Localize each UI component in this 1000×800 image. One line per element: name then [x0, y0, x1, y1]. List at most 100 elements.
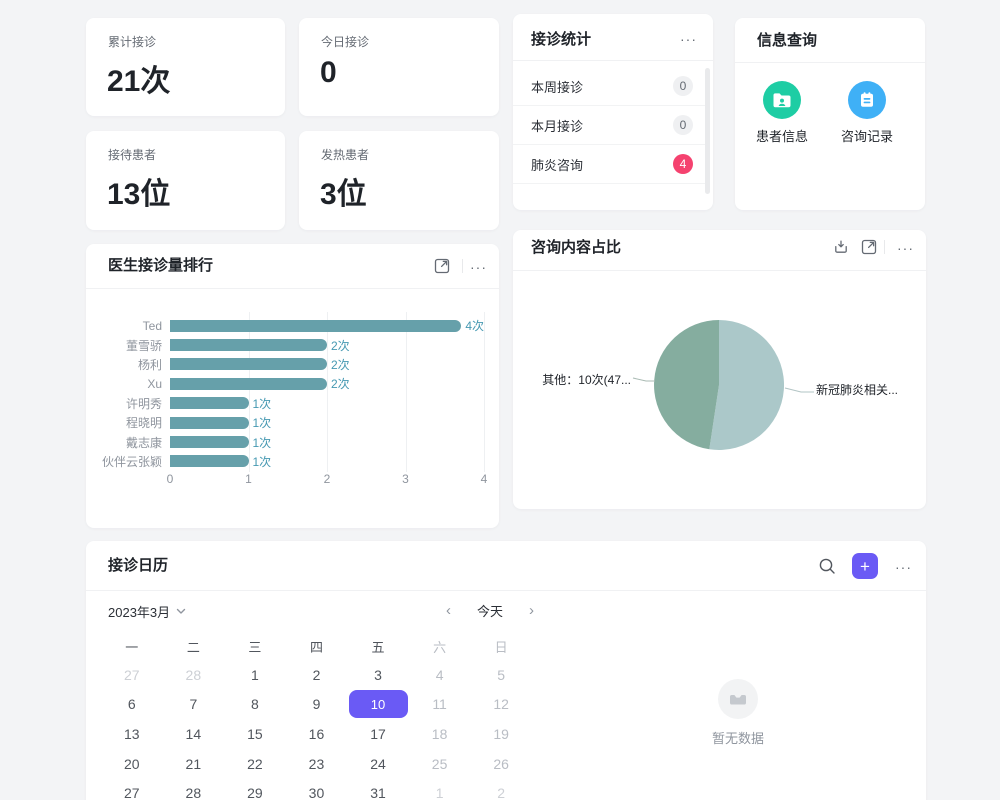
next-month-arrow[interactable]: › [528, 601, 534, 619]
bar-row: 杨利 2次 [86, 355, 499, 374]
panel-reception-stats: 接诊统计 ··· 本周接诊 0 本月接诊 0 肺炎咨询 4 [513, 14, 713, 210]
bar[interactable] [170, 416, 249, 429]
prev-month-arrow[interactable]: ‹ [446, 601, 451, 619]
calendar-day[interactable]: 17 [370, 725, 386, 742]
calendar-day[interactable]: 9 [312, 696, 321, 713]
calendar-day[interactable]: 12 [493, 696, 509, 713]
reception-stat-row[interactable]: 肺炎咨询 4 [513, 145, 707, 184]
bar-category-label: 伙伴云张颖 [101, 454, 162, 469]
panel-info-query: 信息查询 患者信息 咨询记录 [735, 18, 925, 210]
panel-doctor-ranking: 医生接诊量排行 ··· Ted 4次 董雪骄 2次 杨利 2次 Xu 2次 许明秀 1次 程晓明 1次… [86, 244, 499, 528]
pie-slice-other[interactable] [654, 320, 719, 450]
pie-slice-covid[interactable] [709, 320, 785, 450]
expand-icon[interactable] [434, 258, 450, 279]
calendar-day[interactable]: 3 [374, 666, 382, 683]
calendar-grid: 一二三四五六日 27 28 1 2 3 4 5 6 7 8 9 10 11 12 13 14 15 16 17 18 19… [101, 632, 532, 800]
bar-value-label: 2次 [331, 377, 350, 392]
gridline [484, 312, 485, 472]
calendar-day[interactable]: 10 [347, 690, 409, 720]
clipboard-icon [848, 81, 886, 119]
stat-item-label: 本周接诊 [531, 79, 584, 95]
expand-icon[interactable] [861, 239, 877, 260]
calendar-day[interactable]: 14 [185, 725, 202, 742]
x-axis-tick: 1 [245, 472, 252, 486]
calendar-day[interactable]: 27 [123, 666, 140, 683]
calendar-day[interactable]: 13 [123, 725, 140, 742]
calendar-day[interactable]: 16 [308, 725, 325, 742]
add-event-button[interactable]: + [852, 553, 878, 579]
more-menu-icon[interactable]: ··· [470, 259, 487, 275]
bar-value-label: 1次 [252, 435, 272, 450]
reception-stat-row[interactable]: 本周接诊 0 [513, 67, 707, 106]
x-axis-tick: 2 [323, 472, 331, 486]
calendar-day[interactable]: 28 [185, 785, 202, 800]
weekday-header: 三 [248, 639, 262, 655]
calendar-day[interactable]: 5 [497, 666, 506, 683]
folder-user-icon [763, 81, 801, 119]
calendar-day[interactable]: 26 [493, 755, 509, 772]
pie-label-covid: 新冠肺炎相关... [816, 383, 899, 397]
calendar-day[interactable]: 2 [312, 666, 321, 683]
pie-chart [632, 320, 814, 450]
bar[interactable] [170, 358, 327, 371]
calendar-day[interactable]: 7 [189, 696, 198, 713]
more-menu-icon[interactable]: ··· [680, 31, 697, 47]
shortcut-consult-records[interactable]: 咨询记录 [825, 81, 909, 145]
bar[interactable] [170, 377, 327, 390]
bar[interactable] [170, 319, 462, 332]
calendar-day[interactable]: 27 [123, 785, 140, 800]
bar[interactable] [170, 397, 249, 410]
bar-track: 1次 [170, 416, 484, 430]
bar-category-label: 程晓明 [125, 416, 162, 431]
weekday-header: 二 [186, 639, 200, 655]
bar-row: Ted 4次 [86, 316, 499, 335]
calendar-day[interactable]: 23 [308, 755, 325, 772]
calendar-day[interactable]: 29 [247, 785, 263, 800]
count-badge: 0 [673, 115, 693, 135]
calendar-day[interactable]: 8 [251, 696, 259, 713]
bar-track: 2次 [170, 377, 484, 392]
search-icon[interactable] [818, 557, 836, 580]
calendar-day[interactable]: 11 [432, 696, 447, 713]
month-selector[interactable]: 2023年3月 [108, 602, 186, 621]
today-button[interactable]: 今天 [476, 604, 503, 619]
calendar-day[interactable]: 31 [370, 785, 386, 800]
calendar-day[interactable]: 15 [247, 725, 263, 742]
gridline [248, 312, 250, 472]
divider [462, 259, 463, 273]
reception-stat-row[interactable]: 本月接诊 0 [513, 106, 707, 145]
calendar-day[interactable]: 1 [251, 666, 259, 683]
reception-stats-list: 本周接诊 0 本月接诊 0 肺炎咨询 4 [513, 67, 707, 184]
bar-row: 伙伴云张颖 1次 [86, 452, 499, 471]
divider [735, 62, 925, 63]
calendar-day[interactable]: 1 [435, 785, 444, 800]
bar-value-label: 2次 [331, 338, 350, 353]
calendar-day[interactable]: 21 [185, 755, 202, 772]
more-menu-icon[interactable]: ··· [897, 240, 914, 256]
scrollbar[interactable] [705, 68, 710, 194]
more-menu-icon[interactable]: ··· [895, 559, 912, 575]
calendar-day[interactable]: 20 [123, 755, 140, 772]
bar[interactable] [170, 339, 327, 352]
shortcut-patient-info[interactable]: 患者信息 [740, 81, 824, 145]
panel-reception-calendar: 接诊日历 + ··· 2023年3月 ‹ 今天 › 一二三四五六日 27 28 1 2 3… [86, 541, 926, 800]
calendar-day[interactable]: 2 [497, 785, 506, 800]
bar[interactable] [170, 455, 249, 468]
label-connector [632, 377, 655, 382]
calendar-day[interactable]: 24 [370, 755, 386, 772]
bar[interactable] [170, 436, 249, 449]
bar-value-label: 4次 [465, 319, 484, 334]
calendar-day[interactable]: 18 [431, 725, 448, 742]
bar-track: 2次 [170, 338, 484, 353]
bar-track: 4次 [170, 319, 484, 334]
calendar-day[interactable]: 6 [127, 696, 136, 713]
calendar-day[interactable]: 30 [308, 785, 325, 800]
download-icon[interactable] [833, 239, 849, 260]
calendar-day[interactable]: 25 [431, 755, 448, 772]
calendar-day[interactable]: 4 [435, 666, 444, 683]
calendar-day[interactable]: 22 [247, 755, 263, 772]
calendar-day[interactable]: 28 [185, 666, 202, 683]
calendar-day[interactable]: 19 [493, 725, 509, 742]
stat-label: 接待患者 [108, 148, 157, 162]
